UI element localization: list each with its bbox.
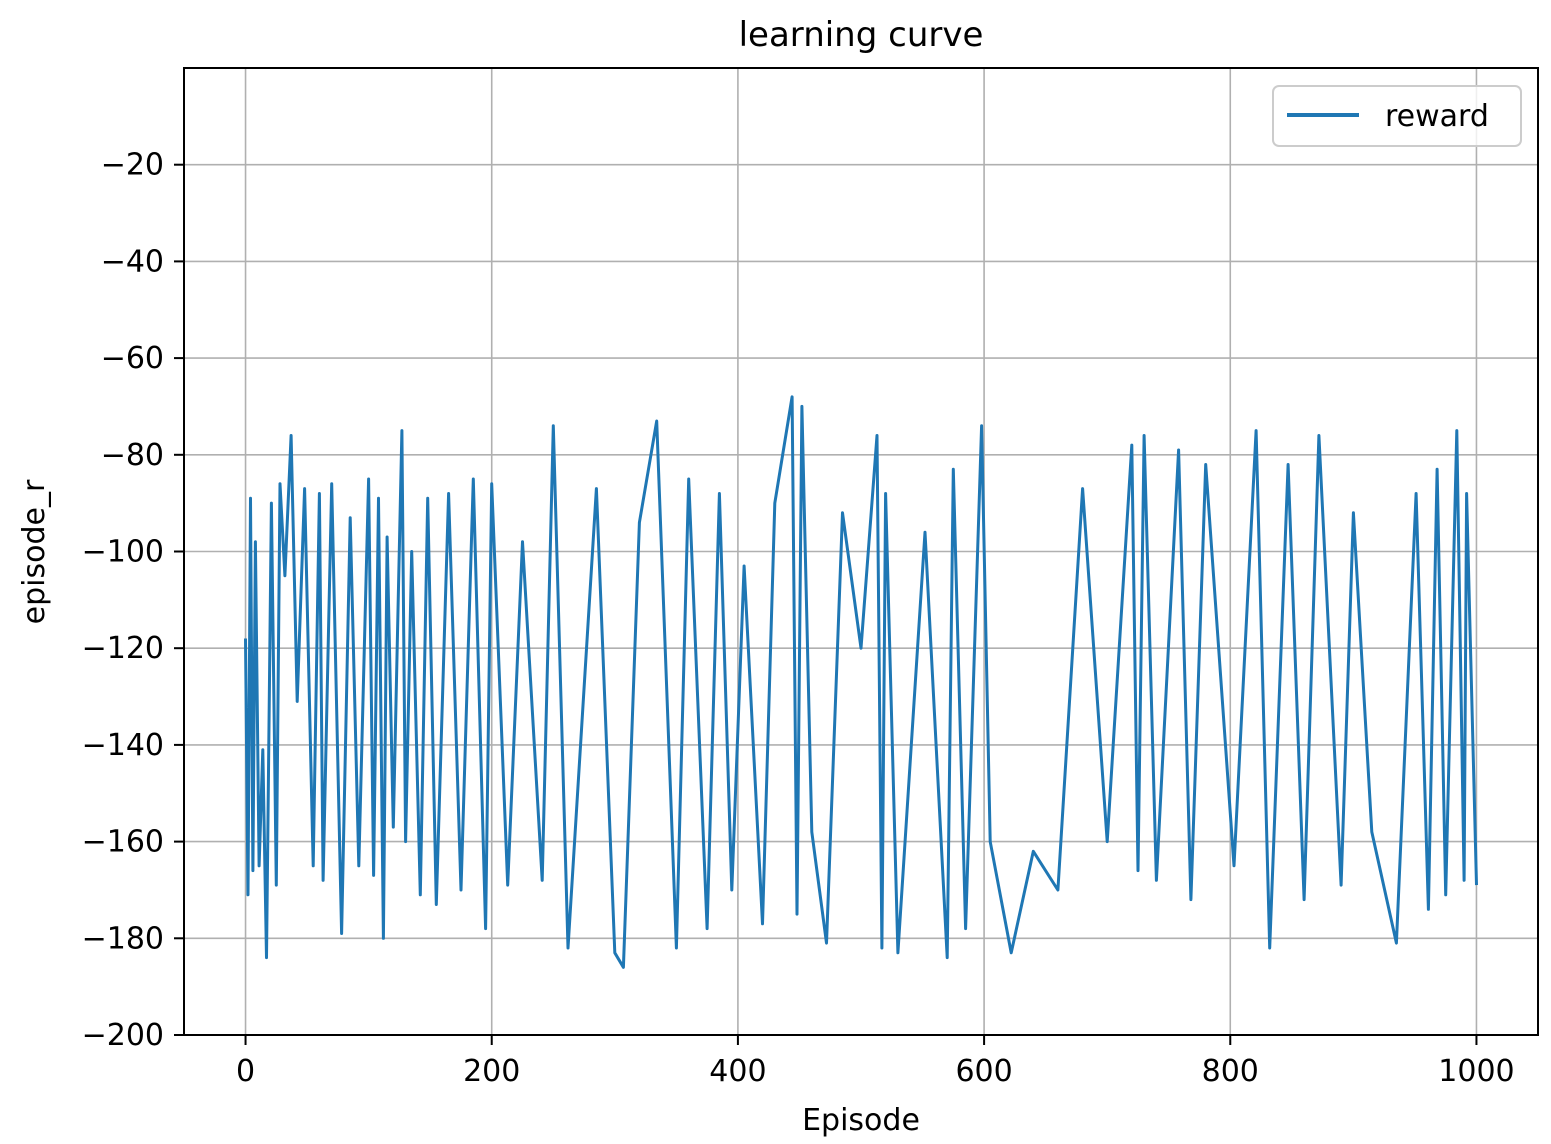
y-tick-label: −20 [101,148,164,183]
x-tick-label: 1000 [1438,1054,1514,1089]
legend: reward [1272,85,1522,147]
axis-ticks [174,163,1478,1045]
x-tick-label: 600 [955,1054,1012,1089]
y-tick-label: −160 [82,825,164,860]
y-axis-label: episode_r [17,479,52,624]
legend-box [1272,85,1522,147]
y-tick-label: −60 [101,341,164,376]
y-tick-label: −180 [82,921,164,956]
y-tick-label: −200 [82,1018,164,1053]
y-tick-label: −100 [82,535,164,570]
chart-title: learning curve [739,15,984,55]
x-tick-label: 200 [463,1054,520,1089]
series-layer [244,395,1478,969]
x-tick-label: 0 [236,1054,255,1089]
series-line-reward [244,395,1478,969]
tick-labels: 0 200 400 600 800 1000 −200 −180 −160 −140 −120 −10… [82,148,1515,1089]
legend-label-reward: reward [1385,99,1489,134]
x-tick-label: 400 [709,1054,766,1089]
y-tick-label: −40 [101,244,164,279]
y-tick-label: −140 [82,728,164,763]
y-tick-label: −120 [82,631,164,666]
x-tick-label: 800 [1202,1054,1259,1089]
x-axis-label: Episode [802,1103,920,1138]
y-tick-label: −80 [101,438,164,473]
